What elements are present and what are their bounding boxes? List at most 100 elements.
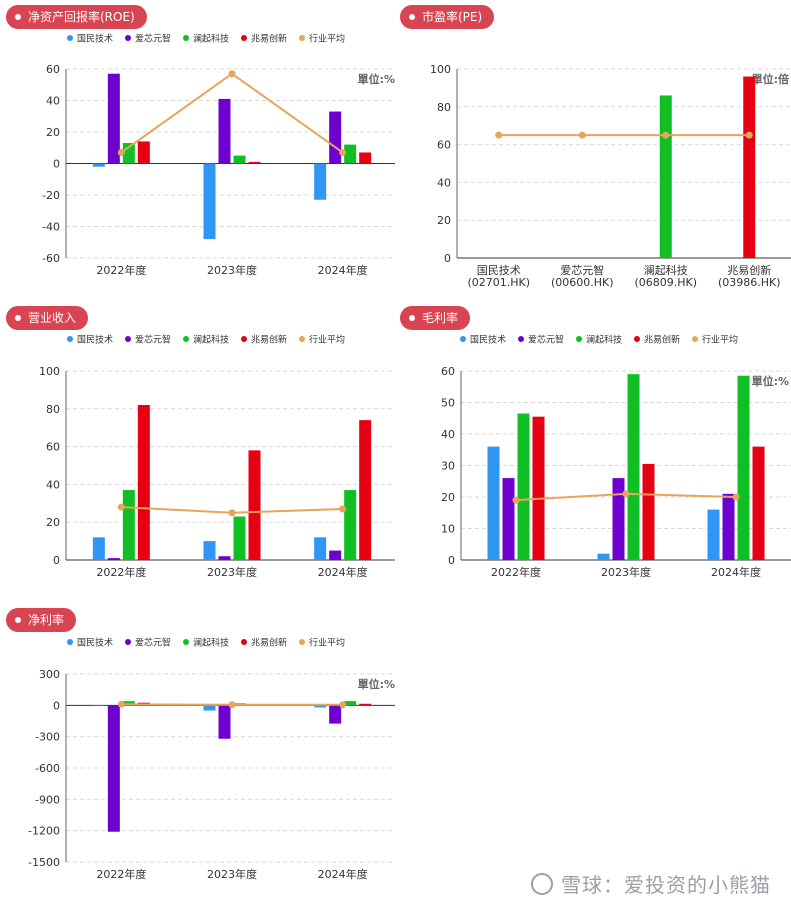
revenue-chart: 国民技术 爱芯元智 澜起科技 兆易创新 行业平均 100 80 60 40 20 0 2022年度 20…: [39, 334, 398, 579]
x-tick-label: 2024年度: [318, 867, 368, 881]
x-tick-label: 澜起科技: [644, 263, 688, 277]
legend-label: 行业平均: [309, 637, 345, 649]
bar-澜起科技: [659, 95, 672, 259]
y-tick-label: -600: [35, 762, 60, 775]
pe-title: 市盈率(PE): [422, 10, 483, 24]
industry-average-point: [228, 701, 236, 709]
legend-label: 行业平均: [702, 334, 738, 346]
roe-chart: 国民技术 爱芯元智 澜起科技 兆易创新 行业平均 60 40 20 0 -20 -40 -60 單位:%…: [42, 33, 398, 277]
y-tick-label: 30: [441, 460, 455, 473]
legend-dot-icon: [299, 336, 305, 342]
x-tick-label: 2023年度: [601, 565, 651, 579]
y-tick-label: -1500: [28, 856, 60, 869]
bar-爱芯元智: [722, 493, 735, 560]
y-tick-label: -1200: [28, 825, 60, 838]
bar-澜起科技: [233, 516, 246, 560]
industry-average-point: [117, 148, 125, 156]
bar-兆易创新: [359, 703, 372, 706]
bar-澜起科技: [737, 375, 750, 560]
legend-dot-icon: [634, 336, 640, 342]
bar-国民技术: [314, 163, 327, 200]
legend-label: 澜起科技: [586, 334, 622, 346]
bar-兆易创新: [359, 420, 372, 560]
legend-dot-icon: [67, 35, 73, 41]
x-tick-label: 2023年度: [207, 565, 257, 579]
legend-label: 爱芯元智: [135, 334, 171, 346]
y-tick-label: 60: [46, 63, 60, 76]
bar-澜起科技: [517, 413, 530, 560]
legend-dot-icon: [183, 639, 189, 645]
bar-爱芯元智: [502, 478, 515, 560]
bar-国民技术: [487, 446, 500, 560]
x-tick-label: 2024年度: [711, 565, 761, 579]
bar-澜起科技: [627, 374, 640, 560]
legend-item-0: 国民技术: [67, 637, 113, 649]
industry-average-point: [732, 493, 740, 501]
industry-average-point: [339, 701, 347, 709]
bar-爱芯元智: [107, 705, 120, 832]
legend-label: 爱芯元智: [528, 334, 564, 346]
legend-item-3: 兆易创新: [241, 334, 287, 346]
x-tick-label: 兆易创新: [727, 263, 771, 277]
badge-dot-icon: [15, 315, 21, 321]
y-tick-label: 20: [46, 126, 60, 139]
legend-dot-icon: [67, 639, 73, 645]
net-panel: 净利率 国民技术 爱芯元智 澜起科技 兆易创新 行业平均 300 0 -300 -600 -900…: [0, 604, 398, 908]
legend-dot-icon: [183, 336, 189, 342]
unit-label: 單位:%: [752, 374, 789, 388]
legend-item-1: 爱芯元智: [125, 637, 171, 649]
x-tick-label: (02701.HK): [467, 276, 530, 289]
y-tick-label: 40: [441, 428, 455, 441]
net-title-badge: 净利率: [6, 608, 77, 632]
bar-国民技术: [203, 541, 216, 560]
y-tick-label: 100: [39, 365, 60, 378]
y-tick-label: 60: [437, 139, 451, 152]
industry-average-point: [228, 70, 236, 78]
y-tick-label: 80: [437, 101, 451, 114]
y-tick-label: 0: [448, 554, 455, 567]
bar-国民技术: [314, 537, 327, 560]
legend-label: 兆易创新: [644, 334, 680, 346]
bar-兆易创新: [743, 76, 756, 258]
legend-label: 国民技术: [77, 637, 113, 649]
legend-dot-icon: [67, 336, 73, 342]
bar-爱芯元智: [107, 73, 120, 164]
x-tick-label: 2022年度: [96, 867, 146, 881]
unit-label: 單位:%: [358, 72, 395, 86]
bar-爱芯元智: [218, 98, 231, 164]
bar-爱芯元智: [329, 705, 342, 724]
y-tick-label: -20: [42, 189, 60, 202]
bar-国民技术: [203, 705, 216, 711]
y-tick-label: 20: [437, 214, 451, 227]
bar-澜起科技: [122, 701, 135, 706]
watermark: 雪球：爱投资的小熊猫: [531, 869, 771, 898]
bar-兆易创新: [752, 446, 765, 560]
x-tick-label: (00600.HK): [551, 276, 614, 289]
unit-label: 單位:%: [358, 677, 395, 691]
x-tick-label: 2022年度: [491, 565, 541, 579]
legend-item-2: 澜起科技: [576, 334, 622, 346]
gross-panel: 毛利率 国民技术 爱芯元智 澜起科技 兆易创新 行业平均 60 50 40 30 20 10 0 單位:…: [395, 300, 791, 600]
legend-dot-icon: [125, 35, 131, 41]
bar-国民技术: [92, 537, 105, 560]
legend-item-1: 爱芯元智: [125, 33, 171, 45]
y-tick-label: 20: [46, 516, 60, 529]
revenue-panel: 营业收入 国民技术 爱芯元智 澜起科技 兆易创新 行业平均 100 80 60 40 20 0 202…: [0, 300, 398, 600]
y-tick-label: 60: [46, 441, 60, 454]
y-tick-label: 0: [53, 554, 60, 567]
industry-average-point: [578, 131, 586, 139]
industry-average-point: [662, 131, 670, 139]
legend-item-4: 行业平均: [299, 334, 345, 346]
x-tick-label: 国民技术: [477, 264, 521, 277]
legend-label: 澜起科技: [193, 334, 229, 346]
x-tick-label: (03986.HK): [718, 276, 781, 289]
net-title: 净利率: [28, 613, 65, 627]
legend-label: 国民技术: [77, 33, 113, 45]
y-tick-label: -40: [42, 221, 60, 234]
y-tick-label: 50: [441, 397, 455, 410]
bar-国民技术: [597, 553, 610, 560]
gross-title: 毛利率: [422, 311, 459, 325]
bar-澜起科技: [233, 155, 246, 164]
industry-average-line: [120, 72, 344, 154]
unit-label: 單位:倍: [752, 72, 789, 86]
